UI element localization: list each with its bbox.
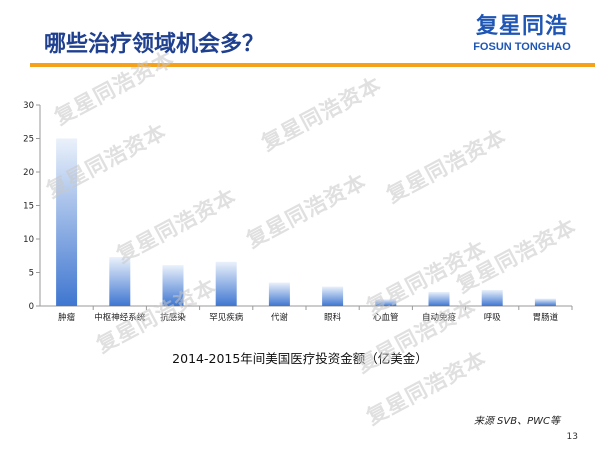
x-tick-label: 肿瘤 (58, 312, 76, 323)
bar (322, 286, 344, 306)
slide-title: 哪些治疗领域机会多？ (44, 32, 265, 57)
x-tick-label: 中枢神经系统 (94, 312, 146, 323)
page-number: 13 (566, 432, 578, 442)
bar (375, 299, 397, 306)
y-tick-label: 0 (29, 302, 34, 312)
y-tick-label: 5 (29, 269, 34, 279)
y-tick-label: 25 (23, 135, 34, 145)
bar (215, 261, 237, 306)
x-tick-label: 抗感染 (160, 312, 186, 323)
bar (109, 257, 131, 306)
x-tick-label: 罕见疾病 (209, 312, 244, 323)
bar (56, 138, 78, 306)
y-tick-label: 30 (23, 101, 34, 111)
chart-caption: 2014-2015年间美国医疗投资金额（亿美金） (172, 351, 428, 366)
bar (162, 265, 184, 306)
x-tick-label: 自动免疫 (422, 312, 457, 323)
x-tick-label: 代谢 (271, 312, 289, 323)
x-tick-label: 心血管 (373, 312, 399, 323)
bar (534, 298, 556, 306)
y-tick-label: 10 (23, 235, 34, 245)
x-tick-label: 呼吸 (484, 312, 502, 323)
logo-chinese-text: 复星同浩 (475, 14, 568, 39)
bar (268, 282, 290, 306)
source-note: 来源 SVB、PWC等 (473, 416, 560, 427)
bar (481, 289, 503, 306)
y-tick-label: 20 (23, 168, 34, 178)
logo-english-text: FOSUN TONGHAO (473, 41, 571, 53)
y-tick-label: 15 (23, 202, 34, 212)
bar (428, 291, 450, 306)
header-divider (30, 63, 595, 67)
company-logo: 复星同浩 FOSUN TONGHAO (456, 14, 588, 54)
x-tick-label: 胃肠道 (533, 312, 559, 323)
x-tick-label: 眼科 (324, 312, 342, 323)
